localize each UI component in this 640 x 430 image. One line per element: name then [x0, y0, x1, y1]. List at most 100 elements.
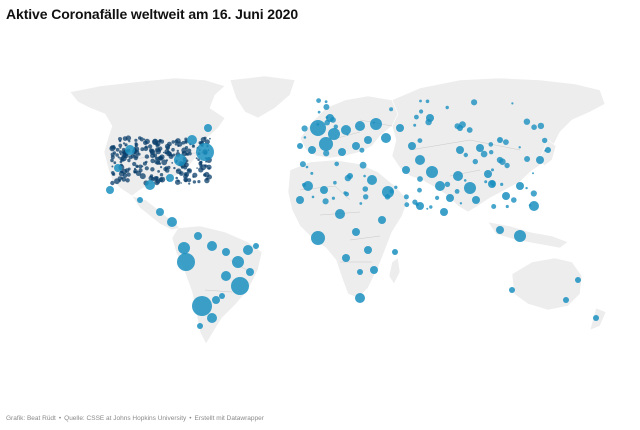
case-bubble: [118, 137, 122, 141]
case-bubble: [531, 124, 537, 130]
case-bubble: [174, 143, 178, 146]
case-bubble: [435, 195, 440, 200]
case-bubble: [532, 172, 534, 175]
case-bubble: [186, 148, 192, 154]
case-bubble: [138, 164, 143, 169]
case-bubble: [435, 181, 445, 191]
case-bubble: [488, 142, 494, 147]
case-bubble: [205, 177, 209, 181]
case-bubble: [200, 137, 206, 143]
case-bubble: [143, 138, 146, 141]
case-bubble: [188, 182, 191, 185]
case-bubble: [389, 189, 394, 194]
case-bubble: [115, 153, 119, 157]
case-bubble: [180, 182, 182, 184]
case-bubble: [323, 104, 330, 110]
land-north-america: [69, 77, 226, 197]
case-bubble: [196, 167, 198, 169]
case-bubble: [446, 194, 454, 202]
case-bubble: [311, 195, 315, 199]
case-bubble: [463, 179, 467, 182]
case-bubble: [334, 161, 340, 167]
case-bubble: [523, 118, 531, 125]
case-bubble: [331, 196, 335, 200]
case-bubble: [156, 208, 164, 216]
case-bubble: [497, 137, 503, 143]
case-bubble: [173, 166, 176, 170]
case-bubble: [175, 168, 182, 174]
case-bubble: [419, 109, 424, 114]
case-bubble: [197, 180, 201, 184]
case-bubble: [502, 192, 510, 200]
case-bubble: [231, 277, 249, 295]
case-bubble: [355, 293, 365, 303]
case-bubble: [159, 173, 164, 177]
case-bubble: [297, 143, 303, 149]
case-bubble: [172, 153, 176, 157]
case-bubble: [125, 145, 135, 155]
case-bubble: [119, 146, 122, 149]
case-bubble: [156, 156, 160, 160]
footer-source: Quelle: CSSE at Johns Hopkins University: [64, 415, 187, 422]
case-bubble: [394, 185, 398, 189]
case-bubble: [472, 196, 480, 204]
footer-graphic: Grafik: Beat Rüdt: [6, 415, 56, 422]
case-bubble: [183, 162, 189, 168]
case-bubble: [157, 170, 161, 173]
case-bubble: [133, 149, 140, 156]
case-bubble: [162, 151, 165, 154]
case-bubble: [175, 138, 181, 144]
case-bubble: [203, 171, 210, 178]
case-bubble: [310, 171, 314, 175]
case-bubble: [338, 148, 346, 156]
case-bubble: [528, 204, 532, 207]
case-bubble: [122, 142, 126, 145]
case-bubble: [177, 253, 195, 271]
case-bubble: [160, 166, 163, 169]
case-bubble: [372, 121, 375, 124]
case-bubble: [204, 177, 210, 184]
case-bubble: [352, 228, 360, 236]
case-bubble: [496, 156, 503, 164]
case-bubble: [445, 105, 449, 110]
case-bubble: [181, 140, 186, 145]
case-bubble: [484, 180, 488, 184]
case-bubble: [111, 165, 114, 168]
case-bubble: [191, 144, 195, 148]
case-bubble: [118, 150, 123, 154]
case-bubble: [324, 100, 328, 104]
case-bubble: [575, 277, 581, 283]
case-bubble: [178, 242, 190, 254]
case-bubble: [221, 271, 231, 281]
case-bubble: [419, 99, 422, 103]
case-bubble: [299, 161, 306, 168]
case-bubble: [138, 168, 143, 173]
case-bubble: [310, 120, 326, 136]
land-indonesia: [487, 221, 569, 249]
case-bubble: [544, 149, 547, 152]
case-bubble: [112, 173, 115, 176]
case-bubble: [333, 180, 337, 185]
case-bubble: [150, 158, 155, 164]
case-bubble: [149, 174, 154, 178]
case-bubble: [392, 249, 398, 255]
case-bubble: [124, 143, 128, 147]
case-bubble: [122, 136, 128, 142]
case-bubble: [209, 137, 211, 140]
case-bubble: [440, 208, 448, 216]
chart-title: Aktive Coronafälle weltweit am 16. Juni …: [6, 6, 299, 22]
case-bubble: [194, 232, 202, 240]
case-bubble: [382, 186, 394, 198]
case-bubble: [243, 245, 253, 255]
footer-separator: •: [189, 415, 192, 422]
case-bubble: [363, 174, 366, 178]
case-bubble: [176, 149, 179, 153]
case-bubble: [158, 150, 161, 152]
case-bubble: [134, 154, 139, 159]
case-bubble: [192, 180, 197, 184]
case-bubble: [155, 179, 161, 184]
case-bubble: [182, 151, 184, 154]
case-bubble: [456, 146, 464, 154]
case-bubble: [492, 184, 495, 187]
case-bubble: [330, 117, 336, 123]
